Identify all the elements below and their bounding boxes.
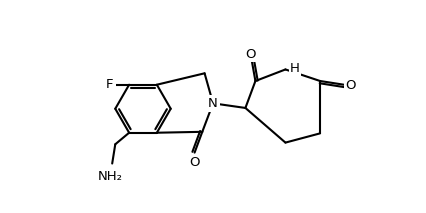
Text: H: H xyxy=(289,62,299,75)
Text: O: O xyxy=(245,47,256,60)
Text: F: F xyxy=(106,78,113,91)
Text: NH₂: NH₂ xyxy=(98,170,123,183)
Text: O: O xyxy=(344,79,354,92)
Text: N: N xyxy=(208,97,217,110)
Text: O: O xyxy=(189,157,199,170)
